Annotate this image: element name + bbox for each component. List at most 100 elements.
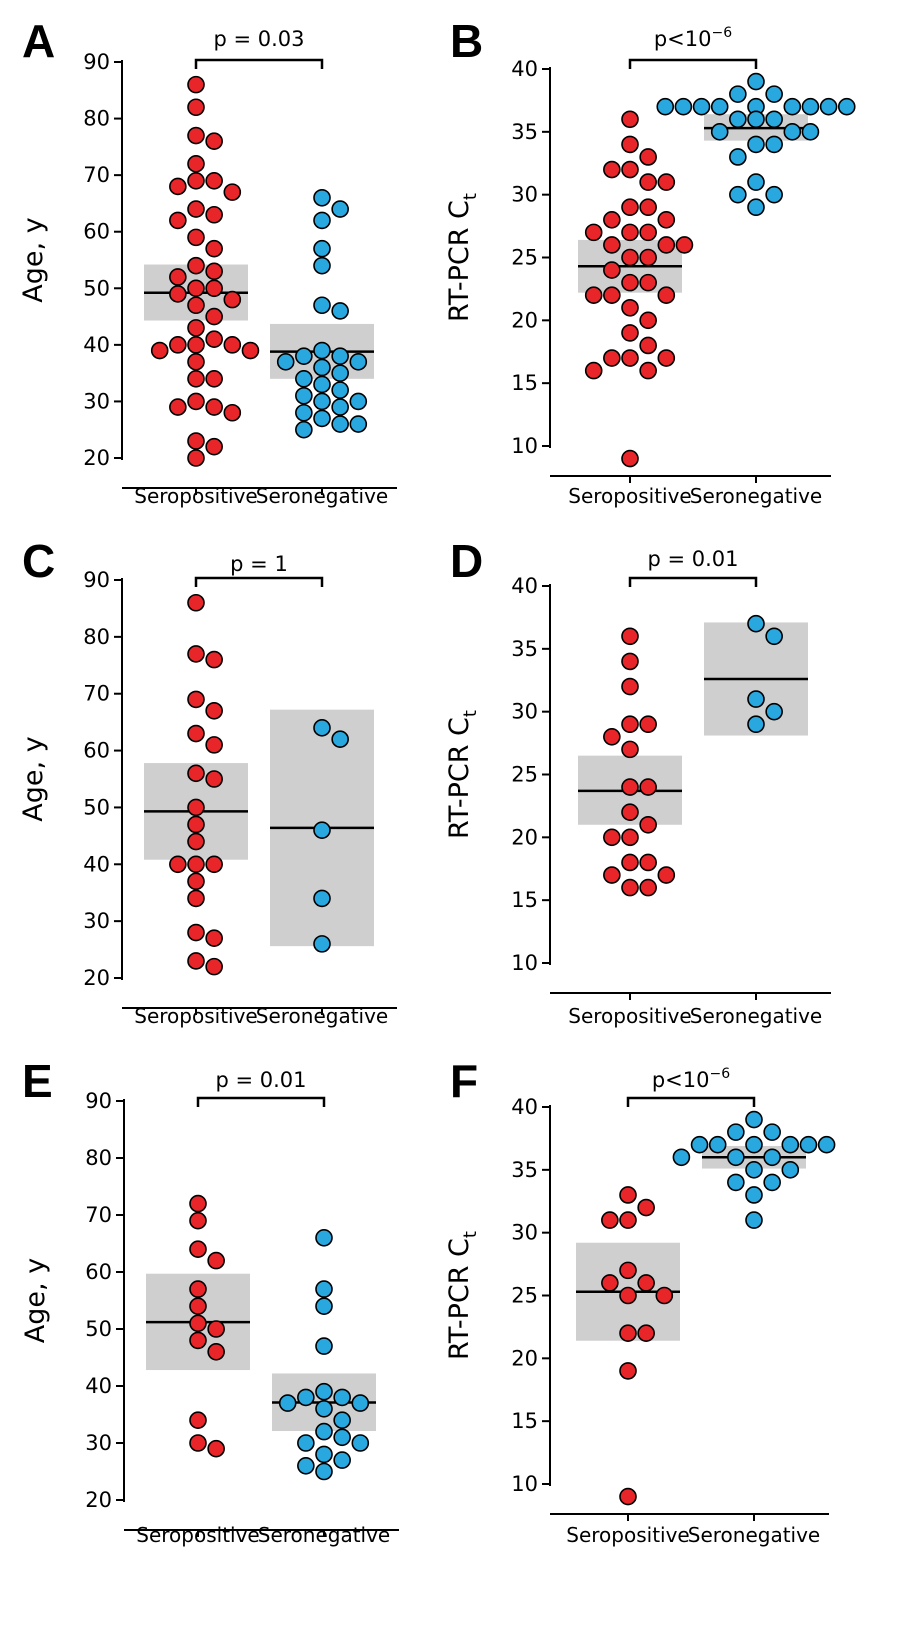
data-point-seronegative	[333, 1388, 351, 1407]
y-tick-label: 20	[511, 1346, 538, 1370]
data-point-seronegative	[781, 1161, 800, 1179]
data-point-seropositive	[639, 853, 657, 872]
data-point-seronegative	[727, 1148, 745, 1167]
y-axis-label-text: RT-PCR C	[444, 717, 475, 839]
data-point-seronegative	[313, 392, 331, 411]
data-point-seronegative	[278, 1394, 297, 1412]
data-point-seronegative	[313, 188, 331, 207]
data-point-seropositive	[205, 398, 223, 416]
data-point-seronegative	[765, 135, 783, 154]
data-point-seronegative	[315, 1422, 333, 1441]
y-tick-label: 50	[83, 276, 110, 300]
y-tick-label: 20	[83, 446, 110, 470]
data-point-seropositive	[207, 1251, 225, 1270]
y-axis-label-a: Age, y	[18, 217, 49, 302]
data-point-seropositive	[205, 307, 223, 326]
data-point-seropositive	[187, 832, 205, 851]
y-tick-label: 20	[85, 1488, 112, 1512]
y-tick-label: 60	[83, 739, 110, 763]
data-point-seropositive	[675, 236, 694, 254]
data-point-seronegative	[333, 1451, 351, 1469]
data-point-seropositive	[205, 205, 223, 224]
data-point-seronegative	[331, 381, 349, 399]
data-point-seropositive	[657, 349, 676, 367]
data-point-seronegative	[331, 347, 349, 365]
x-tick-label-seropositive: Seropositive	[134, 1004, 257, 1028]
data-point-seropositive	[603, 828, 621, 847]
y-tick-label: 70	[83, 163, 110, 187]
data-point-seropositive	[187, 645, 205, 663]
y-tick-label: 10	[511, 951, 538, 975]
data-point-seropositive	[189, 1240, 207, 1258]
data-point-seronegative	[747, 614, 765, 633]
x-tick-label-seronegative: Seronegative	[690, 1004, 823, 1028]
y-tick-label: 25	[511, 1284, 538, 1308]
data-point-seropositive	[621, 298, 639, 317]
data-point-seropositive	[639, 173, 657, 191]
data-point-seropositive	[621, 198, 639, 217]
data-point-seropositive	[619, 1186, 637, 1204]
data-point-seronegative	[349, 392, 368, 411]
data-point-seropositive	[187, 256, 205, 275]
data-point-seronegative	[315, 1229, 333, 1247]
data-point-seropositive	[205, 172, 223, 190]
data-point-seronegative	[727, 1123, 745, 1141]
data-point-seronegative	[315, 1297, 333, 1315]
data-point-seropositive	[621, 740, 639, 759]
data-point-seropositive	[241, 341, 260, 360]
data-point-seropositive	[187, 690, 205, 709]
data-point-seronegative	[313, 719, 331, 737]
data-point-seronegative	[331, 398, 349, 416]
data-point-seronegative	[313, 375, 331, 394]
y-tick-label: 50	[83, 795, 110, 819]
data-point-seropositive	[189, 1331, 207, 1350]
data-point-seronegative	[837, 97, 856, 116]
data-point-seronegative	[315, 1445, 333, 1464]
data-point-seronegative	[783, 123, 802, 141]
y-tick-label: 90	[83, 50, 110, 74]
y-tick-label: 40	[83, 852, 110, 876]
data-point-seropositive	[150, 341, 169, 360]
data-point-seropositive	[187, 872, 205, 891]
p-value-text: p = 1	[230, 552, 288, 576]
data-point-seropositive	[169, 855, 187, 874]
data-point-seropositive	[187, 155, 205, 173]
data-point-seropositive	[187, 889, 205, 908]
data-point-seropositive	[187, 952, 205, 970]
data-point-seropositive	[639, 198, 657, 217]
data-point-seropositive	[621, 677, 639, 696]
y-tick-label: 20	[511, 308, 538, 332]
data-point-seropositive	[223, 336, 242, 354]
data-point-seropositive	[619, 1286, 637, 1305]
data-point-seronegative	[313, 889, 331, 908]
data-point-seronegative	[729, 85, 747, 103]
x-tick-label-seronegative: Seronegative	[688, 1523, 821, 1547]
data-point-seropositive	[189, 1194, 207, 1213]
panel-c: C Age, y 20 30 40 50 60 70 80 90 SeropositiveSeron…	[18, 535, 397, 1028]
panel-b: B RT-PCR Ct 10 15 20 25 30 35 40 SeropositiveSero…	[444, 15, 856, 508]
data-point-seropositive	[621, 878, 639, 897]
data-point-seropositive	[621, 627, 639, 646]
data-point-seronegative	[783, 97, 802, 116]
data-point-seronegative	[313, 239, 331, 258]
significance-bracket	[194, 58, 324, 69]
data-point-seropositive	[205, 437, 223, 456]
y-tick-label: 35	[511, 120, 538, 144]
data-point-seropositive	[603, 866, 621, 884]
y-axis-label-f: RT-PCR Ct	[444, 1231, 481, 1360]
data-point-seropositive	[621, 349, 639, 367]
p-value-text: p = 0.01	[647, 547, 738, 571]
data-point-seropositive	[169, 268, 187, 286]
data-point-seronegative	[708, 1135, 727, 1154]
y-axis-label-b: RT-PCR Ct	[444, 193, 481, 322]
data-point-seropositive	[637, 1198, 655, 1217]
data-point-seropositive	[187, 336, 205, 354]
p-value-exponent: −6	[710, 1066, 731, 1082]
data-point-seropositive	[639, 778, 657, 796]
data-point-seropositive	[187, 593, 205, 612]
data-point-seronegative	[333, 1428, 351, 1447]
data-point-seropositive	[603, 236, 621, 254]
data-point-seropositive	[639, 361, 657, 380]
data-point-seropositive	[639, 815, 657, 834]
